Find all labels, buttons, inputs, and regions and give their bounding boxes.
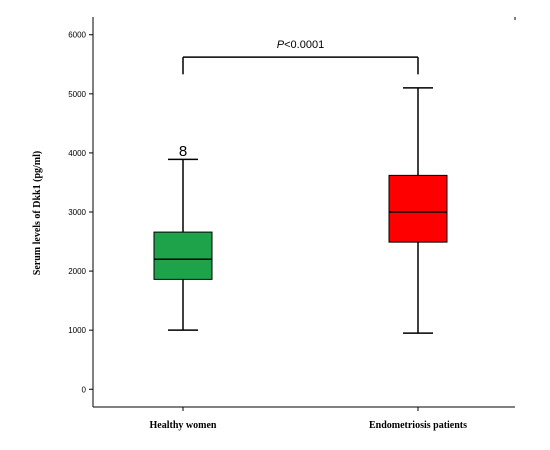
p-value-symbol: P xyxy=(277,39,285,51)
box-group: 8 Healthy women xyxy=(150,143,217,431)
plot-frame xyxy=(92,17,516,408)
iqr-box xyxy=(388,174,448,243)
iqr-box xyxy=(153,231,213,280)
y-tick-label: 5000 xyxy=(68,90,86,99)
x-category-label: Endometriosis patients xyxy=(369,420,467,431)
box-group: Endometriosis patients xyxy=(369,87,467,431)
y-axis-label: Serum levels of Dkk1 (pg/ml) xyxy=(32,151,43,275)
y-tick-label: 3000 xyxy=(68,208,86,217)
significance-annotation: P<0.0001 xyxy=(182,39,419,75)
x-category-label: Healthy women xyxy=(150,420,217,431)
p-value-label: P<0.0001 xyxy=(277,39,324,51)
p-value-threshold: <0.0001 xyxy=(284,39,324,51)
y-tick-label: 1000 xyxy=(68,326,86,335)
y-tick-label: 4000 xyxy=(68,149,86,158)
boxes: 8 Healthy women Endometriosis patients xyxy=(150,87,467,431)
outlier-label: 8 xyxy=(179,143,187,160)
y-tick-label: 2000 xyxy=(68,267,86,276)
y-tick-label: 0 xyxy=(82,385,87,394)
y-axis-ticks: 0 1000 2000 3000 4000 5000 6000 xyxy=(68,31,93,394)
y-tick-label: 6000 xyxy=(68,31,86,40)
